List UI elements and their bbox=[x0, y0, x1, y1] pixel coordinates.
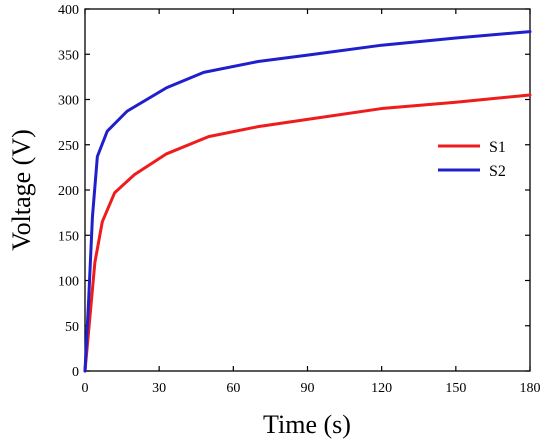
y-axis-title: Voltage (V) bbox=[7, 129, 36, 251]
y-tick-label: 50 bbox=[65, 320, 79, 335]
y-tick-label: 250 bbox=[58, 139, 79, 154]
x-tick-label: 150 bbox=[445, 381, 466, 396]
y-tick-label: 350 bbox=[58, 48, 79, 63]
plot-frame bbox=[84, 8, 531, 372]
x-tick-label: 30 bbox=[152, 381, 166, 396]
x-tick-label: 90 bbox=[301, 381, 315, 396]
y-tick-label: 300 bbox=[58, 94, 79, 109]
x-tick-label: 0 bbox=[82, 381, 89, 396]
series-line-s1 bbox=[83, 93, 532, 373]
series-line-s2 bbox=[83, 30, 532, 373]
legend-label-s1: S1 bbox=[489, 139, 506, 156]
x-axis-title: Time (s) bbox=[263, 410, 351, 439]
legend-label-s2: S2 bbox=[489, 163, 506, 180]
y-tick-label: 0 bbox=[72, 365, 79, 380]
y-tick-label: 100 bbox=[58, 275, 79, 290]
x-tick-label: 120 bbox=[371, 381, 392, 396]
y-tick-label: 200 bbox=[58, 184, 79, 199]
plot-series bbox=[83, 30, 532, 373]
y-tick-label: 150 bbox=[58, 229, 79, 244]
x-axis: 0 30 60 90 120 150 180 bbox=[82, 9, 541, 396]
y-tick-label: 400 bbox=[58, 3, 79, 18]
x-tick-label: 180 bbox=[520, 381, 541, 396]
y-axis: 0 50 100 150 200 250 300 350 400 bbox=[58, 3, 530, 380]
x-tick-label: 60 bbox=[226, 381, 240, 396]
